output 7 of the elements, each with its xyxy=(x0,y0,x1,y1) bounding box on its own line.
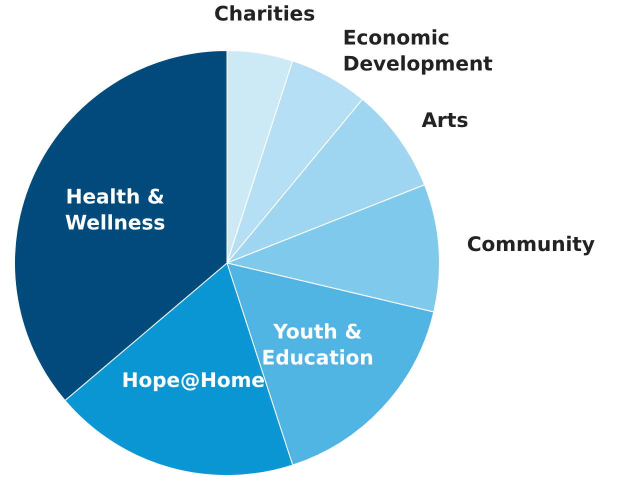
slice-label: Charities xyxy=(214,2,316,26)
slice-label: Community xyxy=(466,232,595,256)
slice-label: Arts xyxy=(422,108,468,132)
slice-label: Economic Development xyxy=(342,25,494,76)
slice-label: Health & Wellness xyxy=(65,184,166,234)
slice-label: Youth & Education xyxy=(262,320,374,370)
slice-label: Hope@Home xyxy=(122,368,265,392)
